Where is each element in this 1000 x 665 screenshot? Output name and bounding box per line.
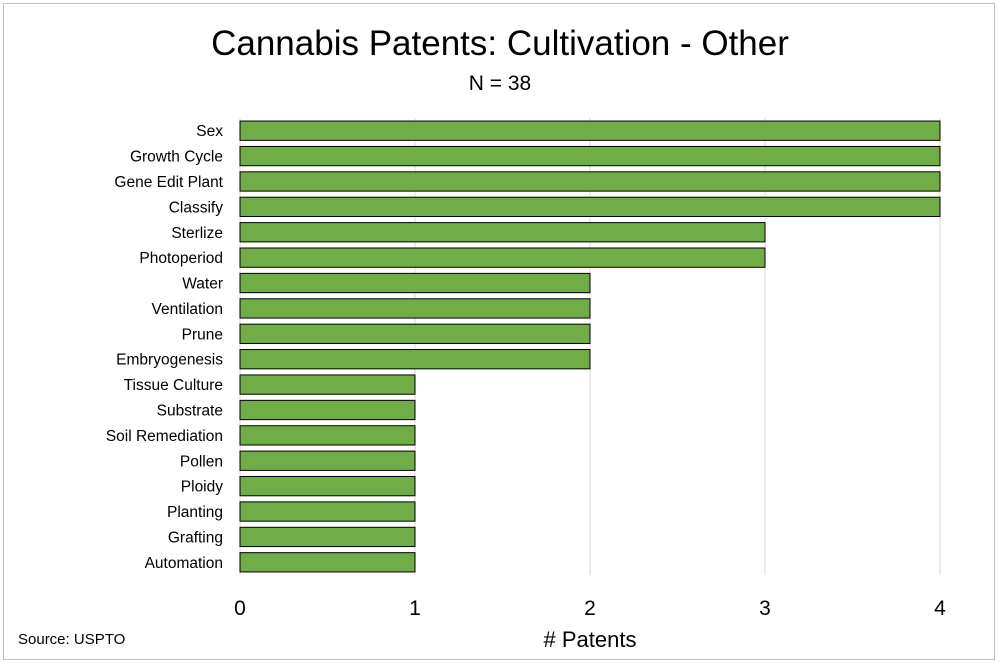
category-label: Sterlize xyxy=(171,225,223,242)
category-label: Soil Remediation xyxy=(106,428,223,445)
x-tick-label: 4 xyxy=(934,597,946,620)
category-label: Ploidy xyxy=(181,479,223,496)
category-label: Photoperiod xyxy=(139,250,223,267)
bar-pollen xyxy=(239,450,416,471)
bar-soil-remediation xyxy=(239,425,416,446)
chart-subtitle: N = 38 xyxy=(468,72,532,95)
gridlines xyxy=(239,118,941,575)
bar-automation xyxy=(239,552,416,573)
category-label: Classify xyxy=(169,199,224,216)
bar-tissue-culture xyxy=(239,374,416,395)
bar-growth-cycle xyxy=(239,145,941,167)
category-label: Substrate xyxy=(157,402,223,419)
bar-prune xyxy=(239,323,591,344)
bar-water xyxy=(239,272,591,294)
bar-gene-edit-plant xyxy=(239,171,941,192)
category-label: Gene Edit Plant xyxy=(114,174,223,191)
bar-grafting xyxy=(239,526,416,548)
bar-sterlize xyxy=(239,222,766,243)
x-axis-label: # Patents xyxy=(543,627,637,652)
bar-ventilation xyxy=(239,298,591,319)
category-label: Tissue Culture xyxy=(124,377,223,394)
bar-embryogenesis xyxy=(239,349,591,370)
x-tick-labels: 0 1 2 3 4 xyxy=(234,597,946,620)
chart-title: Cannabis Patents: Cultivation - Other xyxy=(211,24,789,63)
bar-ploidy xyxy=(239,475,416,497)
x-tick-label: 1 xyxy=(409,597,421,620)
category-label: Water xyxy=(182,276,223,293)
category-label: Planting xyxy=(167,504,223,521)
category-label: Sex xyxy=(196,123,223,140)
bar-classify xyxy=(239,196,941,218)
category-label: Pollen xyxy=(180,453,223,470)
category-label: Embryogenesis xyxy=(116,352,223,369)
bar-substrate xyxy=(239,399,416,421)
category-labels: Sex Growth Cycle Gene Edit Plant Classify St… xyxy=(106,123,224,572)
x-tick-label: 3 xyxy=(759,597,771,620)
category-label: Prune xyxy=(182,326,223,343)
bar-planting xyxy=(239,501,416,522)
bar-sex xyxy=(239,120,941,141)
category-label: Automation xyxy=(145,555,223,572)
category-label: Grafting xyxy=(168,529,223,546)
bar-photoperiod xyxy=(239,247,766,268)
category-label: Ventilation xyxy=(151,301,223,318)
x-tick-label: 2 xyxy=(584,597,596,620)
source-note: Source: USPTO xyxy=(18,631,126,648)
category-label: Growth Cycle xyxy=(130,149,223,166)
x-tick-label: 0 xyxy=(234,597,246,620)
bars xyxy=(239,120,941,573)
